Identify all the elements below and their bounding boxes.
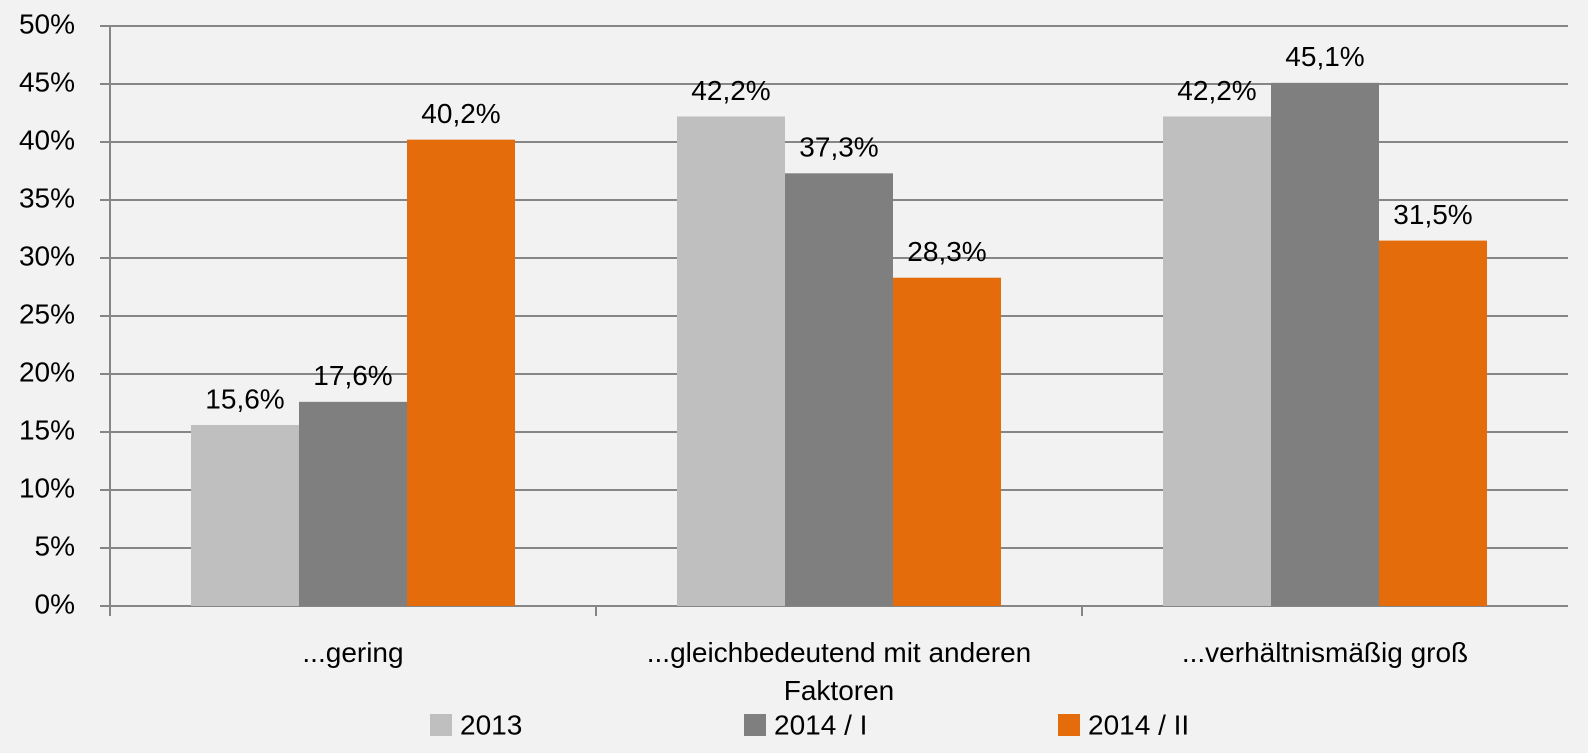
- bar: [785, 173, 893, 606]
- y-tick-label: 35%: [19, 182, 75, 213]
- data-label: 15,6%: [205, 383, 284, 414]
- bar: [299, 401, 407, 606]
- data-label: 42,2%: [691, 75, 770, 106]
- legend-swatch: [430, 714, 452, 736]
- x-tick-label: ...gleichbedeutend mit anderen Faktoren: [646, 637, 1032, 706]
- y-tick-label: 40%: [19, 124, 75, 155]
- legend-label: 2013: [460, 709, 522, 740]
- y-tick-label: 10%: [19, 472, 75, 503]
- y-tick-label: 15%: [19, 414, 75, 445]
- bar: [677, 116, 785, 606]
- y-tick-label: 50%: [19, 8, 75, 39]
- y-tick-label: 45%: [19, 66, 75, 97]
- data-label: 45,1%: [1285, 41, 1364, 72]
- data-label: 31,5%: [1393, 199, 1472, 230]
- legend-swatch: [1058, 714, 1080, 736]
- data-label: 28,3%: [907, 236, 986, 267]
- y-tick-label: 5%: [35, 530, 75, 561]
- y-tick-label: 20%: [19, 356, 75, 387]
- bar: [191, 425, 299, 606]
- bar: [407, 139, 515, 606]
- bar: [893, 277, 1001, 606]
- data-label: 42,2%: [1177, 75, 1256, 106]
- legend-swatch: [744, 714, 766, 736]
- y-tick-label: 0%: [35, 588, 75, 619]
- x-tick-label: ...gering: [302, 637, 404, 668]
- data-label: 40,2%: [421, 98, 500, 129]
- legend-label: 2014 / I: [774, 709, 867, 740]
- bar: [1271, 82, 1379, 607]
- bar: [1163, 116, 1271, 606]
- data-label: 37,3%: [799, 132, 878, 163]
- y-tick-label: 30%: [19, 240, 75, 271]
- x-tick-label: ...verhältnismäßig groß: [1181, 637, 1469, 668]
- y-tick-label: 25%: [19, 298, 75, 329]
- legend-label: 2014 / II: [1088, 709, 1189, 740]
- bar: [1379, 240, 1487, 606]
- data-label: 17,6%: [313, 360, 392, 391]
